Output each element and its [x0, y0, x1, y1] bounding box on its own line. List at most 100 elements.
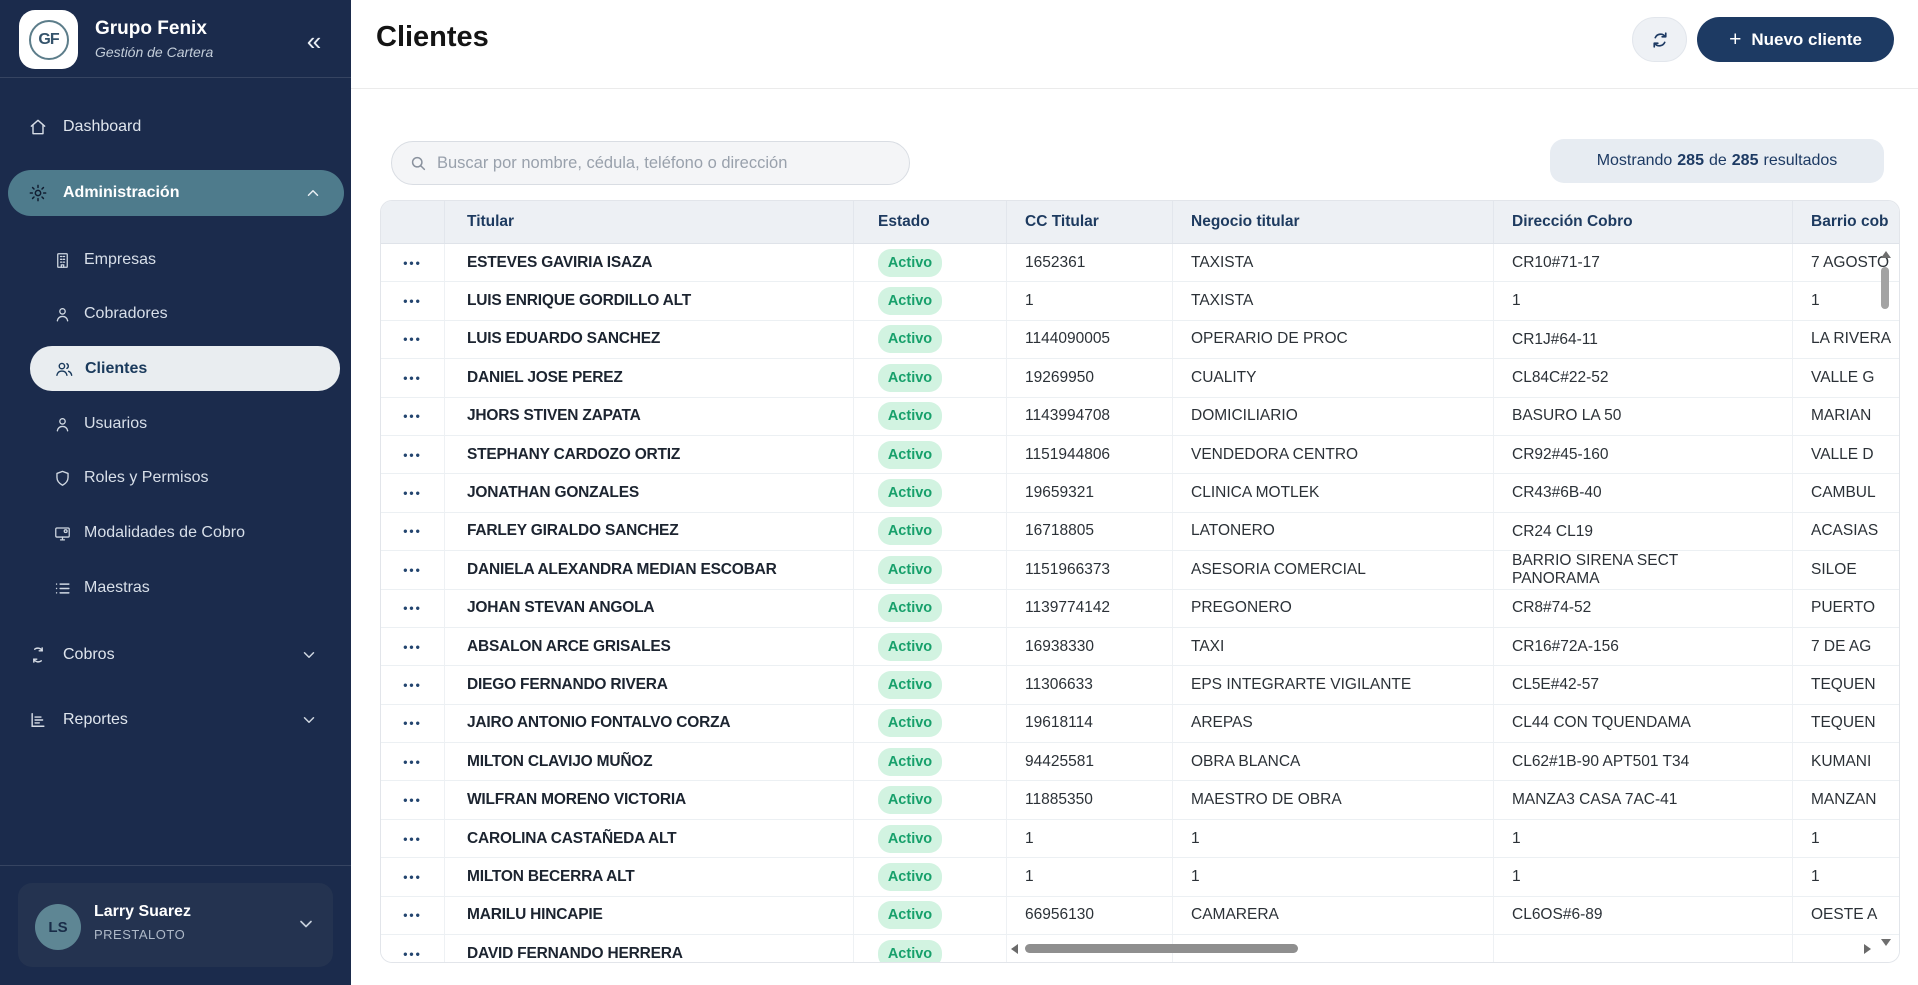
table-row[interactable]: ••• JAIRO ANTONIO FONTALVO CORZA Activo …	[381, 705, 1899, 743]
status-badge: Activo	[878, 786, 942, 814]
row-actions-cell: •••	[381, 858, 445, 895]
row-actions-cell: •••	[381, 513, 445, 550]
table-row[interactable]: ••• ABSALON ARCE GRISALES Activo 1693833…	[381, 628, 1899, 666]
table-row[interactable]: ••• CAROLINA CASTAÑEDA ALT Activo 1 1 1 …	[381, 820, 1899, 858]
sidebar-item-maestras[interactable]: Maestras	[0, 566, 351, 610]
sidebar-item-cobradores[interactable]: Cobradores	[0, 292, 351, 336]
table-row[interactable]: ••• JONATHAN GONZALES Activo 19659321 CL…	[381, 474, 1899, 512]
vertical-scrollbar-thumb[interactable]	[1881, 267, 1889, 309]
horizontal-scrollbar-thumb[interactable]	[1025, 944, 1298, 953]
page-header: Clientes + Nuevo cliente	[351, 0, 1918, 89]
horizontal-scrollbar	[1011, 943, 1871, 955]
sidebar-item-empresas[interactable]: Empresas	[0, 238, 351, 282]
cell-direccion: CR16#72A-156	[1494, 628, 1793, 665]
report-chart-icon	[28, 710, 48, 730]
status-badge: Activo	[878, 709, 942, 737]
table-row[interactable]: ••• DIEGO FERNANDO RIVERA Activo 1130663…	[381, 666, 1899, 704]
column-header-direccion: Dirección Cobro	[1494, 201, 1793, 243]
scroll-right-arrow[interactable]	[1864, 944, 1871, 954]
sidebar-item-label: Modalidades de Cobro	[84, 524, 245, 542]
sidebar-item-modalidades-cobro[interactable]: Modalidades de Cobro	[0, 511, 351, 555]
row-menu-button[interactable]: •••	[403, 716, 422, 730]
user-menu[interactable]: LS Larry Suarez PRESTALOTO	[18, 883, 333, 967]
cell-estado: Activo	[854, 781, 1007, 818]
sidebar-item-roles-permisos[interactable]: Roles y Permisos	[0, 456, 351, 500]
cell-titular: STEPHANY CARDOZO ORTIZ	[445, 436, 854, 473]
row-menu-button[interactable]: •••	[403, 294, 422, 308]
row-menu-button[interactable]: •••	[403, 640, 422, 654]
sidebar-item-reportes[interactable]: Reportes	[0, 698, 351, 742]
scroll-down-arrow[interactable]	[1881, 939, 1891, 946]
table-row[interactable]: ••• LUIS EDUARDO SANCHEZ Activo 11440900…	[381, 321, 1899, 359]
page-title: Clientes	[376, 21, 489, 54]
status-badge: Activo	[878, 901, 942, 929]
row-menu-button[interactable]: •••	[403, 563, 422, 577]
new-client-button[interactable]: + Nuevo cliente	[1697, 17, 1894, 62]
scroll-up-arrow[interactable]	[1881, 251, 1891, 258]
refresh-button[interactable]	[1632, 17, 1687, 62]
table-row[interactable]: ••• MILTON CLAVIJO MUÑOZ Activo 94425581…	[381, 743, 1899, 781]
column-header-titular: Titular	[445, 201, 854, 243]
cell-negocio: LATONERO	[1173, 513, 1494, 550]
cell-negocio: 1	[1173, 820, 1494, 857]
scroll-left-arrow[interactable]	[1011, 944, 1018, 954]
row-menu-button[interactable]: •••	[403, 256, 422, 270]
sidebar-item-cobros[interactable]: Cobros	[0, 633, 351, 677]
row-menu-button[interactable]: •••	[403, 947, 422, 961]
cell-titular: MILTON CLAVIJO MUÑOZ	[445, 743, 854, 780]
row-menu-button[interactable]: •••	[403, 755, 422, 769]
row-menu-button[interactable]: •••	[403, 793, 422, 807]
table-row[interactable]: ••• WILFRAN MORENO VICTORIA Activo 11885…	[381, 781, 1899, 819]
table-row[interactable]: ••• DANIEL JOSE PEREZ Activo 19269950 CU…	[381, 359, 1899, 397]
results-prefix: Mostrando	[1597, 152, 1673, 170]
cell-cc-titular: 1143994708	[1007, 398, 1173, 435]
table-row[interactable]: ••• DANIELA ALEXANDRA MEDIAN ESCOBAR Act…	[381, 551, 1899, 589]
row-menu-button[interactable]: •••	[403, 678, 422, 692]
sidebar-item-usuarios[interactable]: Usuarios	[0, 402, 351, 446]
cell-cc-titular: 1	[1007, 820, 1173, 857]
sidebar-divider	[0, 865, 351, 866]
row-menu-button[interactable]: •••	[403, 332, 422, 346]
cell-direccion: 1	[1494, 282, 1793, 319]
cell-negocio: TAXISTA	[1173, 282, 1494, 319]
table-row[interactable]: ••• STEPHANY CARDOZO ORTIZ Activo 115194…	[381, 436, 1899, 474]
cell-estado: Activo	[854, 820, 1007, 857]
sidebar-item-dashboard[interactable]: Dashboard	[0, 105, 351, 149]
sidebar-collapse-button[interactable]: «	[295, 22, 333, 60]
column-header-barrio: Barrio cob	[1793, 201, 1899, 243]
row-menu-button[interactable]: •••	[403, 908, 422, 922]
table-row[interactable]: ••• FARLEY GIRALDO SANCHEZ Activo 167188…	[381, 513, 1899, 551]
sidebar-item-clientes[interactable]: Clientes	[30, 346, 340, 391]
row-menu-button[interactable]: •••	[403, 870, 422, 884]
row-menu-button[interactable]: •••	[403, 601, 422, 615]
status-badge: Activo	[878, 633, 942, 661]
column-header-actions	[381, 201, 445, 243]
cell-titular: MILTON BECERRA ALT	[445, 858, 854, 895]
cell-cc-titular: 1	[1007, 282, 1173, 319]
chevron-up-icon	[304, 184, 322, 202]
table-row[interactable]: ••• JOHAN STEVAN ANGOLA Activo 113977414…	[381, 590, 1899, 628]
table-row[interactable]: ••• MILTON BECERRA ALT Activo 1 1 1 1	[381, 858, 1899, 896]
column-header-estado: Estado	[854, 201, 1007, 243]
sidebar-item-administracion[interactable]: Administración	[8, 170, 344, 216]
row-actions-cell: •••	[381, 282, 445, 319]
search-input[interactable]	[437, 154, 909, 173]
row-menu-button[interactable]: •••	[403, 409, 422, 423]
table-row[interactable]: ••• JHORS STIVEN ZAPATA Activo 114399470…	[381, 398, 1899, 436]
row-menu-button[interactable]: •••	[403, 371, 422, 385]
row-menu-button[interactable]: •••	[403, 832, 422, 846]
cell-cc-titular: 19659321	[1007, 474, 1173, 511]
search-bar	[391, 141, 910, 185]
cell-cc-titular: 1	[1007, 858, 1173, 895]
cell-negocio: VENDEDORA CENTRO	[1173, 436, 1494, 473]
table-row[interactable]: ••• LUIS ENRIQUE GORDILLO ALT Activo 1 T…	[381, 282, 1899, 320]
table-row[interactable]: ••• ESTEVES GAVIRIA ISAZA Activo 1652361…	[381, 244, 1899, 282]
table-row[interactable]: ••• MARILU HINCAPIE Activo 66956130 CAMA…	[381, 897, 1899, 935]
row-menu-button[interactable]: •••	[403, 486, 422, 500]
cell-titular: DIEGO FERNANDO RIVERA	[445, 666, 854, 703]
row-menu-button[interactable]: •••	[403, 524, 422, 538]
row-menu-button[interactable]: •••	[403, 448, 422, 462]
cell-cc-titular: 19269950	[1007, 359, 1173, 396]
results-total: 285	[1732, 152, 1759, 170]
cell-estado: Activo	[854, 436, 1007, 473]
